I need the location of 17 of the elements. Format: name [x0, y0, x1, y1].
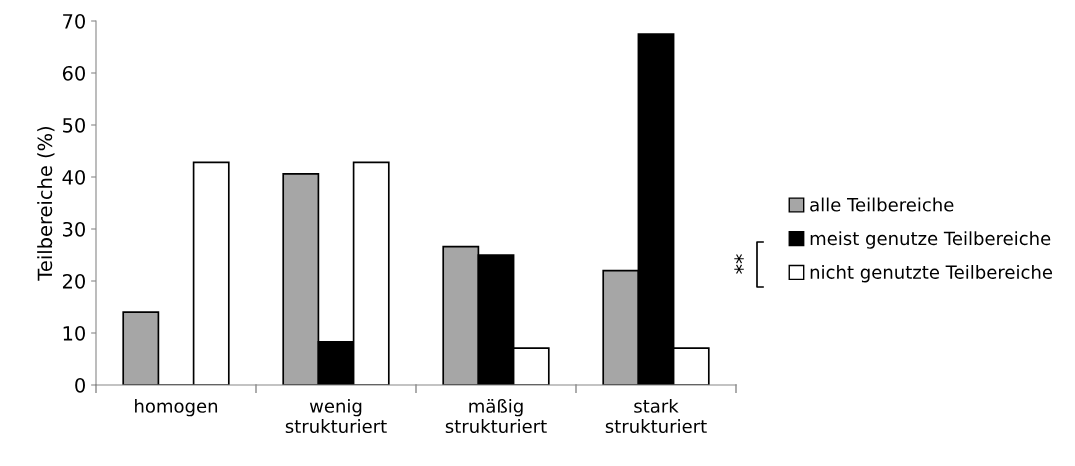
x-tick-label: mäßig strukturiert	[445, 398, 547, 434]
y-tick-label: 20	[62, 273, 85, 289]
y-tick-label: 70	[63, 13, 85, 29]
y-tick-label: 60	[62, 65, 85, 81]
y-tick-label: 40	[62, 169, 85, 185]
y-tick-label: 0	[75, 377, 85, 393]
legend-label: nicht genutzte Teilbereiche	[810, 264, 1053, 283]
y-tick-label: 30	[63, 221, 85, 237]
x-tick-label: wenig strukturiert	[285, 398, 387, 434]
y-axis-title: Teilbereiche (%)	[37, 126, 55, 281]
y-tick-label: 10	[63, 325, 85, 341]
annotation: **	[734, 254, 744, 274]
y-tick-label: 50	[63, 117, 85, 133]
legend-label: meist genutze Teilbereiche	[810, 231, 1051, 249]
legend-label: alle Teilbereiche	[810, 197, 954, 212]
x-tick-label: stark strukturiert	[605, 398, 707, 434]
x-tick-label: homogen	[135, 398, 218, 417]
